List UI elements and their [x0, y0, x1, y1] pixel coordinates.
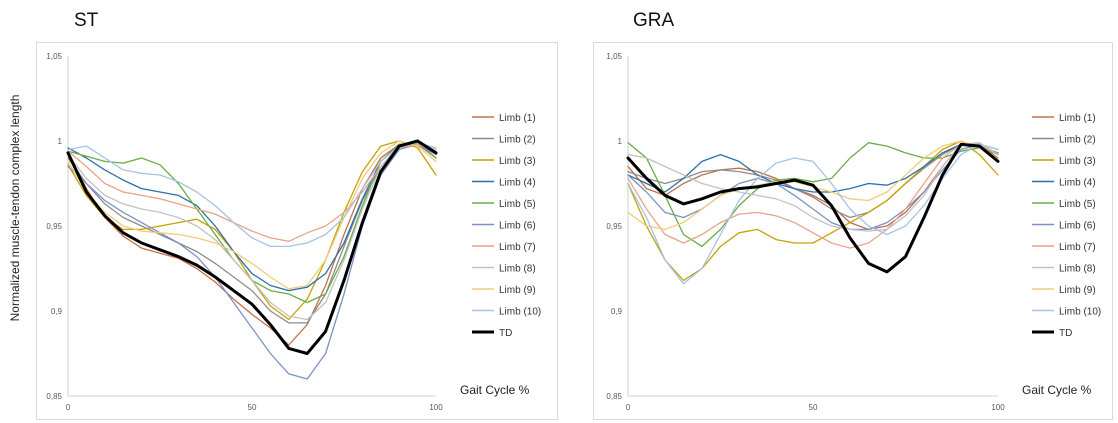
legend-label: Limb (9) [1059, 285, 1096, 296]
legend-label: Limb (1) [1059, 113, 1096, 124]
legend-label: Limb (7) [1059, 242, 1096, 253]
legend-label: Limb (6) [499, 221, 536, 232]
x-axis-title: Gait Cycle % [460, 383, 530, 397]
series-line-limb-9 [67, 140, 437, 290]
series-line-td [626, 142, 1000, 274]
x-axis-title: Gait Cycle % [1022, 383, 1092, 397]
legend-label: Limb (8) [1059, 264, 1096, 275]
legend-label: Limb (10) [1059, 307, 1101, 318]
series-line-limb-8 [67, 142, 437, 321]
legend-label: Limb (6) [1059, 221, 1096, 232]
y-tick-label: 1,05 [46, 52, 62, 61]
legend-label: Limb (4) [1059, 178, 1096, 189]
x-tick-label: 100 [991, 403, 1005, 412]
y-tick-label: 1 [618, 137, 623, 146]
legend-label: Limb (8) [499, 264, 536, 275]
legend-label: Limb (4) [499, 178, 536, 189]
legend-label: Limb (3) [1059, 156, 1096, 167]
legend-label: Limb (10) [499, 307, 541, 318]
series-line-limb-7 [627, 143, 999, 249]
series-line-limb-1 [67, 143, 437, 346]
series-line-limb-10 [67, 142, 437, 248]
x-tick-label: 0 [66, 403, 71, 412]
chart-title-st: ST [74, 10, 99, 31]
legend-label: Limb (2) [1059, 135, 1096, 146]
y-tick-label: 0,85 [606, 392, 622, 401]
x-tick-label: 50 [248, 403, 257, 412]
series-line-limb-8 [627, 142, 999, 232]
series-line-limb-2 [627, 143, 999, 219]
y-tick-label: 1,05 [606, 52, 622, 61]
chart-st: 0,85 0,9 0,95 1 1,05 0 50 100 Gait Cycle % Limb (… [46, 52, 541, 412]
legend-label: Limb (3) [499, 156, 536, 167]
legend-label: Limb (1) [499, 113, 536, 124]
legend-label: TD [1059, 328, 1072, 339]
legend-label: Limb (9) [499, 285, 536, 296]
y-tick-label: 0,95 [606, 222, 622, 231]
series-line-limb-5 [627, 142, 999, 248]
legend-label: Limb (2) [499, 135, 536, 146]
y-tick-label: 0,9 [611, 307, 623, 316]
series-line-limb-7 [67, 143, 437, 242]
legend-gra: Limb (1) Limb (2) Limb (3) Limb (4) Limb (5)… [1032, 113, 1101, 339]
chart-frame-st [36, 42, 558, 420]
y-tick-label: 0,9 [51, 307, 63, 316]
legend-st: Limb (1) Limb (2) Limb (3) Limb (4) Limb (5)… [472, 113, 541, 339]
series-line-limb-10 [627, 143, 999, 285]
x-tick-label: 0 [626, 403, 631, 412]
series-line-limb-2 [67, 142, 437, 324]
chart-frame-gra [593, 42, 1113, 420]
legend-label: Limb (5) [499, 199, 536, 210]
legend-label: Limb (5) [1059, 199, 1096, 210]
legend-label: TD [499, 328, 512, 339]
chart-gra: 0,85 0,9 0,95 1 1,05 0 50 100 Gait Cycle % Limb (… [606, 52, 1101, 412]
y-tick-label: 0,95 [46, 222, 62, 231]
x-tick-label: 100 [429, 403, 443, 412]
series-line-limb-4 [67, 143, 437, 292]
legend-label: Limb (7) [499, 242, 536, 253]
series-line-td [66, 139, 438, 355]
x-tick-label: 50 [809, 403, 818, 412]
chart-title-gra: GRA [633, 10, 675, 31]
series-line-limb-3 [627, 140, 999, 282]
y-tick-label: 0,85 [46, 392, 62, 401]
y-tick-label: 1 [58, 137, 63, 146]
